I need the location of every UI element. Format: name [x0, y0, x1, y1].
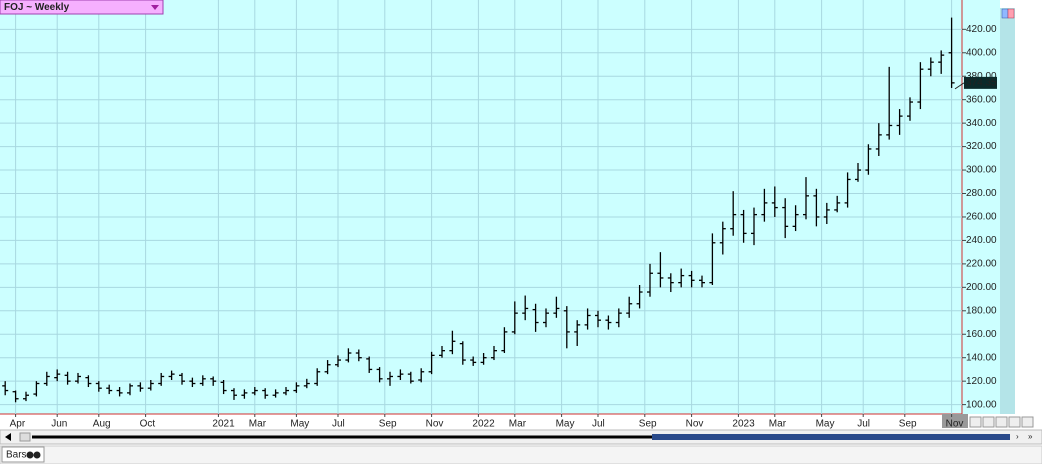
scroll-end[interactable]: »	[1028, 432, 1033, 441]
chart-title: FOJ ~ Weekly	[4, 2, 70, 13]
y-tick-label: 100.00	[966, 399, 997, 410]
y-tick-label: 220.00	[966, 259, 997, 270]
last-price-pointer	[954, 82, 965, 90]
y-tick-label: 360.00	[966, 94, 997, 105]
x-tick-label: Jul	[332, 419, 345, 430]
x-tick-label: 2023	[732, 419, 755, 430]
y-tick-label: 120.00	[966, 376, 997, 387]
tab-icon[interactable]	[33, 451, 41, 459]
x-tick-label: Oct	[140, 419, 156, 430]
x-tick-label: Mar	[509, 419, 527, 430]
current-period	[942, 414, 968, 428]
x-tick-label: May	[290, 419, 309, 430]
y-tick-label: 300.00	[966, 165, 997, 176]
grid	[0, 0, 966, 417]
y-tick-label: 340.00	[966, 118, 997, 129]
x-tick-label: 2022	[472, 419, 495, 430]
x-tick-label: Nov	[686, 419, 704, 430]
side-button[interactable]	[1001, 8, 1009, 19]
x-tick-label: May	[556, 419, 575, 430]
zoom-button[interactable]	[1008, 416, 1021, 428]
zoom-button[interactable]	[982, 416, 995, 428]
y-tick-label: 280.00	[966, 188, 997, 199]
x-tick-label: Nov	[426, 419, 444, 430]
y-tick-label: 160.00	[966, 329, 997, 340]
y-tick-label: 400.00	[966, 47, 997, 58]
x-tick-label: 2021	[212, 419, 235, 430]
y-tick-label: 200.00	[966, 282, 997, 293]
x-tick-label: Jul	[857, 419, 870, 430]
x-tick-label: May	[816, 419, 835, 430]
side-strip	[1000, 8, 1015, 414]
x-tick-label: Mar	[769, 419, 787, 430]
last-price-label: 374.35	[966, 77, 997, 88]
axis-area	[962, 0, 1000, 414]
y-tick-label: 420.00	[966, 24, 997, 35]
x-tick-label: Jul	[592, 419, 605, 430]
y-tick-label: 380.00	[966, 71, 997, 82]
y-tick-label: 260.00	[966, 212, 997, 223]
tab-bar	[0, 445, 1042, 464]
x-tick-label: Aug	[93, 419, 111, 430]
bars	[2, 17, 955, 403]
symbol-dropdown[interactable]	[0, 0, 164, 15]
scroll-left[interactable]	[5, 433, 11, 441]
x-tick-label: Mar	[249, 419, 267, 430]
dropdown-arrow[interactable]	[151, 5, 159, 10]
zoom-button[interactable]	[1021, 416, 1034, 428]
x-tick-label: Sep	[899, 419, 917, 430]
side-button[interactable]	[1007, 8, 1015, 19]
x-tick-label: Sep	[639, 419, 657, 430]
scroll-thumb[interactable]	[652, 434, 1010, 440]
x-tick-label: Nov	[946, 419, 964, 430]
scroll-button[interactable]	[19, 432, 31, 442]
y-tick-label: 240.00	[966, 235, 997, 246]
last-price-box	[964, 76, 997, 89]
zoom-button[interactable]	[969, 416, 982, 428]
zoom-button[interactable]	[995, 416, 1008, 428]
x-tick-label: Apr	[10, 419, 26, 430]
tab-icon[interactable]	[26, 451, 34, 459]
tab-label: Bars	[6, 450, 27, 461]
y-tick-label: 320.00	[966, 141, 997, 152]
x-tick-label: Sep	[379, 419, 397, 430]
y-tick-label: 180.00	[966, 305, 997, 316]
x-tick-label: Jun	[51, 419, 67, 430]
plot-area	[0, 0, 962, 414]
tab[interactable]	[1, 446, 45, 463]
zoom-buttons	[969, 416, 1034, 428]
y-tick-label: 140.00	[966, 352, 997, 363]
scroll-right[interactable]: ›	[1016, 432, 1019, 441]
labels: 100.00 120.00 140.00 160.00 180.00 200.00 220.…	[10, 24, 997, 430]
